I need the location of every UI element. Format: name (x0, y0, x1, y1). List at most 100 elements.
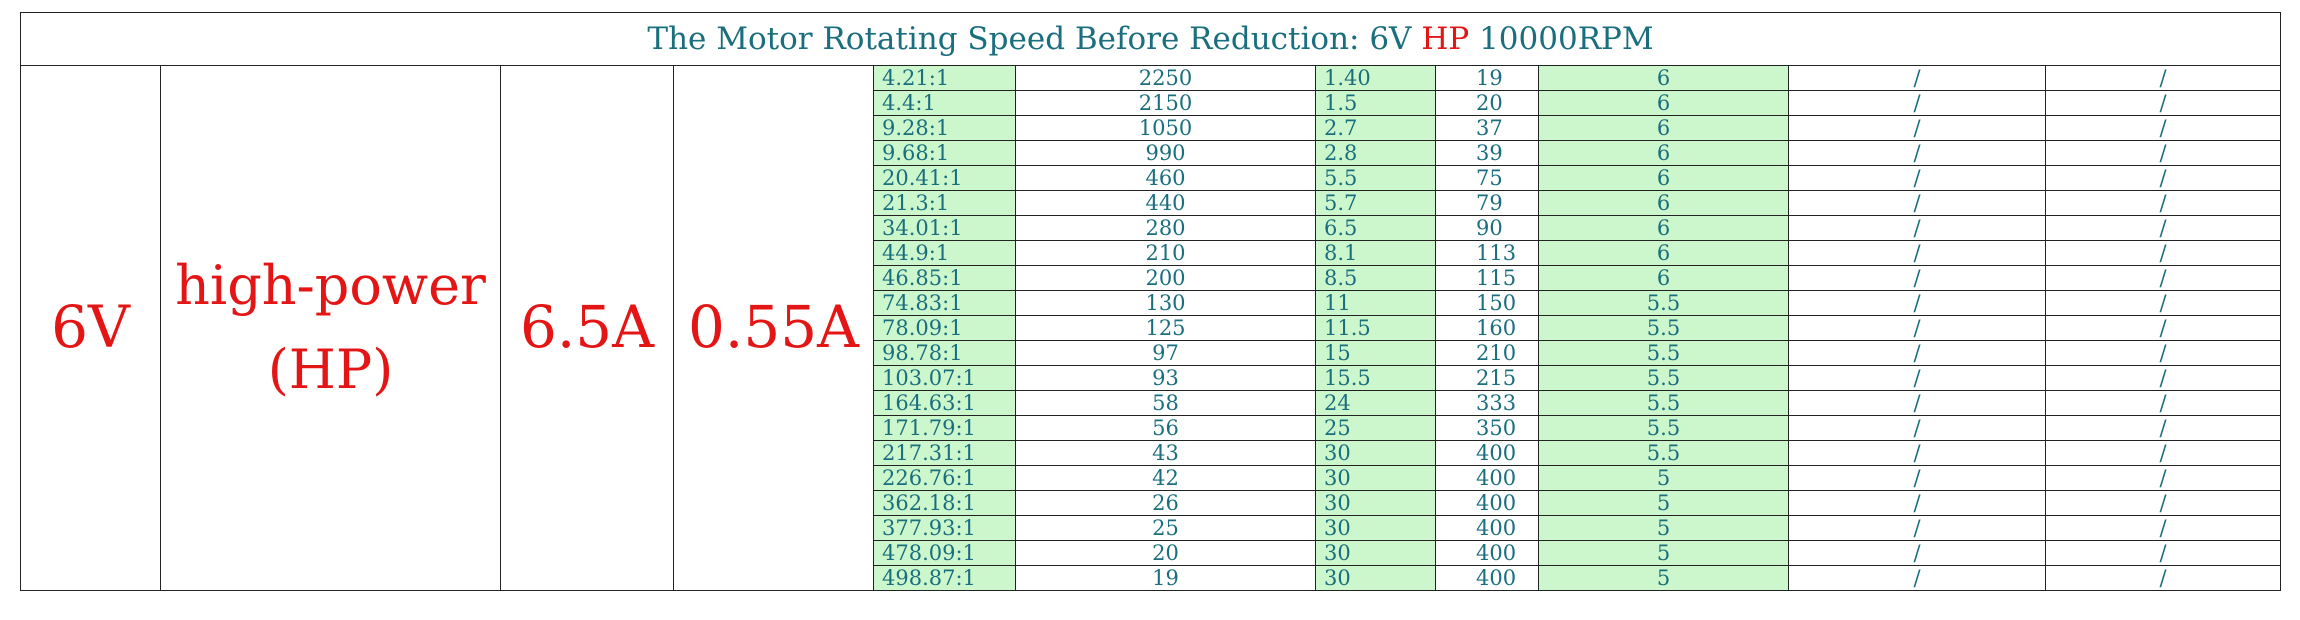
torque-cell: 25 (1315, 415, 1436, 441)
torque-cell: 15 (1315, 340, 1436, 366)
ratio-cell: 46.85:1 (873, 265, 1016, 291)
ratio-cell: 4.4:1 (873, 90, 1016, 116)
ratio-cell: 34.01:1 (873, 215, 1016, 241)
speed-cell: 19 (1015, 565, 1316, 591)
rated-voltage-cell: 5.5 (1538, 365, 1789, 391)
speed-cell: 25 (1015, 515, 1316, 541)
speed-cell: 130 (1015, 290, 1316, 316)
table-body: The Motor Rotating Speed Before Reductio… (19, 12, 2282, 591)
torque-cell: 11.5 (1315, 315, 1436, 341)
voltage-cell: 6V (20, 65, 161, 591)
blank-cell-a: / (1788, 265, 2046, 291)
blank-cell-a: / (1788, 190, 2046, 216)
speed-cell: 200 (1015, 265, 1316, 291)
blank-cell-a: / (1788, 140, 2046, 166)
load-cell: 150 (1435, 290, 1539, 316)
blank-cell-b: / (2044, 190, 2282, 216)
table-row: 226.76:1 42 30 400 5// (21, 465, 2282, 491)
ratio-cell: 377.93:1 (873, 515, 1016, 541)
blank-cell-a: / (1788, 515, 2046, 541)
ratio-cell: 74.83:1 (873, 290, 1016, 316)
rated-voltage-cell: 5.5 (1538, 390, 1789, 416)
torque-cell: 6.5 (1315, 215, 1436, 241)
spec-table: The Motor Rotating Speed Before Reductio… (19, 12, 2282, 591)
torque-cell: 30 (1315, 440, 1436, 466)
blank-cell-a: / (1788, 490, 2046, 516)
torque-cell: 5.5 (1315, 165, 1436, 191)
blank-cell-b: / (2044, 265, 2282, 291)
ratio-cell: 98.78:1 (873, 340, 1016, 366)
blank-cell-b: / (2044, 90, 2282, 116)
load-cell: 75 (1435, 165, 1539, 191)
load-cell: 400 (1435, 565, 1539, 591)
ratio-cell: 103.07:1 (873, 365, 1016, 391)
ratio-cell: 21.3:1 (873, 190, 1016, 216)
table-row: 377.93:1 25 30 400 5// (21, 515, 2282, 541)
motor-type-line1: high-power (175, 254, 486, 318)
speed-cell: 280 (1015, 215, 1316, 241)
table-row: 498.87:1 19 30 400 5// (21, 565, 2282, 591)
blank-cell-b: / (2044, 490, 2282, 516)
blank-cell-b: / (2044, 415, 2282, 441)
speed-cell: 2150 (1015, 90, 1316, 116)
rated-voltage-cell: 5 (1538, 490, 1789, 516)
blank-cell-a: / (1788, 440, 2046, 466)
speed-cell: 97 (1015, 340, 1316, 366)
speed-cell: 26 (1015, 490, 1316, 516)
torque-cell: 30 (1315, 540, 1436, 566)
speed-cell: 2250 (1015, 65, 1316, 91)
blank-cell-a: / (1788, 415, 2046, 441)
blank-cell-b: / (2044, 515, 2282, 541)
torque-cell: 11 (1315, 290, 1436, 316)
load-cell: 215 (1435, 365, 1539, 391)
blank-cell-b: / (2044, 565, 2282, 591)
ratio-cell: 498.87:1 (873, 565, 1016, 591)
torque-cell: 2.8 (1315, 140, 1436, 166)
table-row: 34.01:1 280 6.5 90 6// (21, 215, 2282, 241)
load-cell: 400 (1435, 440, 1539, 466)
blank-cell-a: / (1788, 540, 2046, 566)
torque-cell: 8.5 (1315, 265, 1436, 291)
load-cell: 20 (1435, 90, 1539, 116)
load-cell: 115 (1435, 265, 1539, 291)
blank-cell-b: / (2044, 440, 2282, 466)
speed-cell: 20 (1015, 540, 1316, 566)
load-cell: 113 (1435, 240, 1539, 266)
torque-cell: 24 (1315, 390, 1436, 416)
blank-cell-a: / (1788, 215, 2046, 241)
speed-cell: 210 (1015, 240, 1316, 266)
ratio-cell: 44.9:1 (873, 240, 1016, 266)
table-row: 164.63:1 58 24 333 5.5// (21, 390, 2282, 416)
speed-cell: 125 (1015, 315, 1316, 341)
table-row: 74.83:1 130 11 150 5.5// (21, 290, 2282, 316)
blank-cell-a: / (1788, 290, 2046, 316)
speed-cell: 440 (1015, 190, 1316, 216)
speed-cell: 990 (1015, 140, 1316, 166)
motor-type-cell: high-power (HP) (160, 65, 501, 591)
speed-cell: 460 (1015, 165, 1316, 191)
blank-cell-b: / (2044, 115, 2282, 141)
blank-cell-b: / (2044, 365, 2282, 391)
blank-cell-a: / (1788, 90, 2046, 116)
rated-voltage-cell: 6 (1538, 265, 1789, 291)
table-row: 103.07:1 93 15.5 215 5.5// (21, 365, 2282, 391)
load-cell: 400 (1435, 540, 1539, 566)
torque-cell: 30 (1315, 465, 1436, 491)
blank-cell-a: / (1788, 240, 2046, 266)
table-row: 9.68:1 990 2.8 39 6// (21, 140, 2282, 166)
blank-cell-b: / (2044, 215, 2282, 241)
ratio-cell: 9.28:1 (873, 115, 1016, 141)
ratio-cell: 20.41:1 (873, 165, 1016, 191)
rated-voltage-cell: 6 (1538, 115, 1789, 141)
rated-voltage-cell: 5.5 (1538, 290, 1789, 316)
table-row: 21.3:1 440 5.7 79 6// (21, 190, 2282, 216)
rated-voltage-cell: 5.5 (1538, 340, 1789, 366)
torque-cell: 30 (1315, 490, 1436, 516)
blank-cell-a: / (1788, 65, 2046, 91)
table-row: 217.31:1 43 30 400 5.5// (21, 440, 2282, 466)
load-cell: 333 (1435, 390, 1539, 416)
torque-cell: 2.7 (1315, 115, 1436, 141)
ratio-cell: 4.21:1 (873, 65, 1016, 91)
rated-voltage-cell: 6 (1538, 190, 1789, 216)
blank-cell-a: / (1788, 365, 2046, 391)
